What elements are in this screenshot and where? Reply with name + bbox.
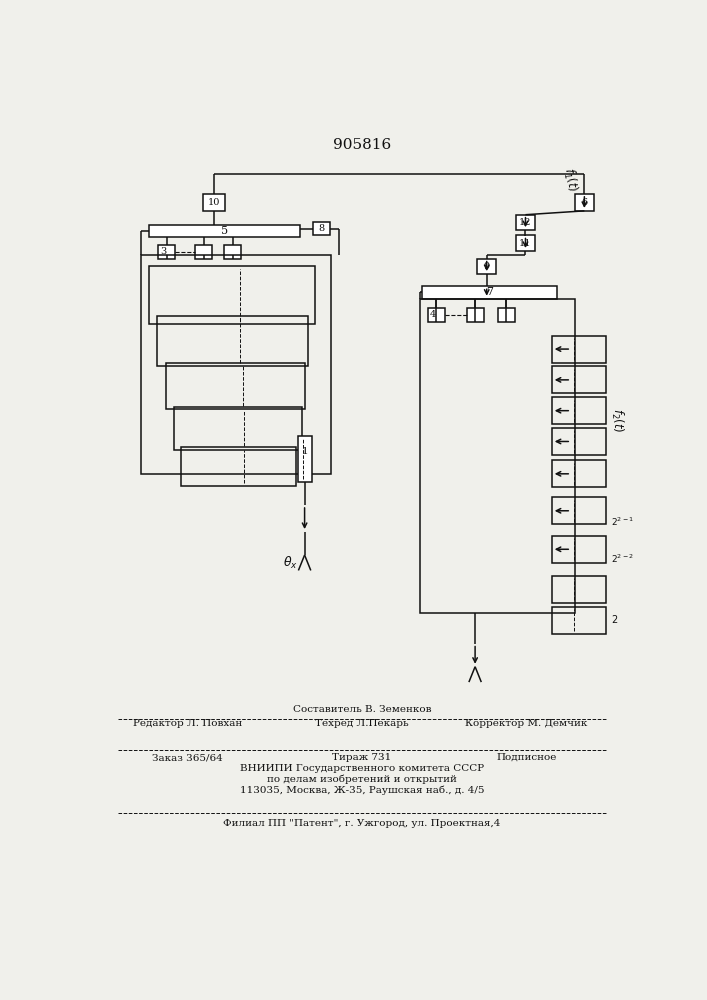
Bar xyxy=(203,194,225,211)
Text: 7: 7 xyxy=(486,287,493,297)
Text: Тираж 731: Тираж 731 xyxy=(332,753,392,762)
Bar xyxy=(298,436,312,482)
Text: 5: 5 xyxy=(221,226,228,236)
Bar xyxy=(575,194,594,211)
Bar xyxy=(516,235,534,251)
Bar xyxy=(467,308,484,322)
Text: Филиал ПП "Патент", г. Ужгород, ул. Проектная,4: Филиал ПП "Патент", г. Ужгород, ул. Прое… xyxy=(223,819,501,828)
Text: $f_1(t)$: $f_1(t)$ xyxy=(559,166,580,193)
Bar xyxy=(552,336,606,363)
Bar xyxy=(166,363,305,409)
Text: Подписное: Подписное xyxy=(496,753,556,762)
Text: $2^{2-2}$: $2^{2-2}$ xyxy=(611,553,633,565)
Bar xyxy=(421,286,557,299)
Text: 11: 11 xyxy=(519,239,532,248)
Bar xyxy=(498,308,515,322)
Text: Корректор М. Демчик: Корректор М. Демчик xyxy=(465,719,588,728)
Bar xyxy=(552,576,606,603)
Bar xyxy=(195,245,212,259)
Bar xyxy=(149,266,315,324)
Bar xyxy=(477,259,496,274)
Bar xyxy=(224,245,241,259)
Text: 1: 1 xyxy=(301,447,308,456)
Bar xyxy=(552,397,606,424)
Text: Редактор Л. Повхан: Редактор Л. Повхан xyxy=(133,719,243,728)
Text: 4: 4 xyxy=(430,310,436,319)
Text: по делам изобретений и открытий: по делам изобретений и открытий xyxy=(267,774,457,784)
Bar xyxy=(552,428,606,455)
Bar xyxy=(313,222,330,235)
Text: 113035, Москва, Ж-35, Раушская наб., д. 4/5: 113035, Москва, Ж-35, Раушская наб., д. … xyxy=(240,785,484,795)
Bar xyxy=(158,245,175,259)
Text: $f_2(t)$: $f_2(t)$ xyxy=(609,408,625,433)
Bar xyxy=(552,366,606,393)
Text: 10: 10 xyxy=(208,198,220,207)
Text: $\theta_x$: $\theta_x$ xyxy=(284,555,298,571)
Text: 12: 12 xyxy=(519,218,532,227)
Text: ВНИИПИ Государственного комитета СССР: ВНИИПИ Государственного комитета СССР xyxy=(240,764,484,773)
Bar xyxy=(420,299,575,613)
Bar xyxy=(182,447,296,486)
Text: 3: 3 xyxy=(160,247,167,256)
Text: Составитель В. Земенков: Составитель В. Земенков xyxy=(293,705,431,714)
Bar xyxy=(174,407,301,450)
Bar xyxy=(149,225,300,237)
Text: Техред Л.Пекарь: Техред Л.Пекарь xyxy=(315,719,409,728)
Text: 8: 8 xyxy=(319,224,325,233)
Bar xyxy=(156,316,308,366)
Text: 6: 6 xyxy=(581,198,588,207)
Bar xyxy=(428,308,445,322)
Text: $2^{2-1}$: $2^{2-1}$ xyxy=(611,516,633,528)
Text: Заказ 365/64: Заказ 365/64 xyxy=(152,753,223,762)
Bar xyxy=(141,255,331,474)
Text: 905816: 905816 xyxy=(333,138,391,152)
Bar xyxy=(516,215,534,230)
Bar xyxy=(552,497,606,524)
Bar xyxy=(552,536,606,563)
Bar xyxy=(552,460,606,487)
Bar xyxy=(552,607,606,634)
Text: $2$: $2$ xyxy=(611,613,618,625)
Text: 9: 9 xyxy=(484,262,490,271)
